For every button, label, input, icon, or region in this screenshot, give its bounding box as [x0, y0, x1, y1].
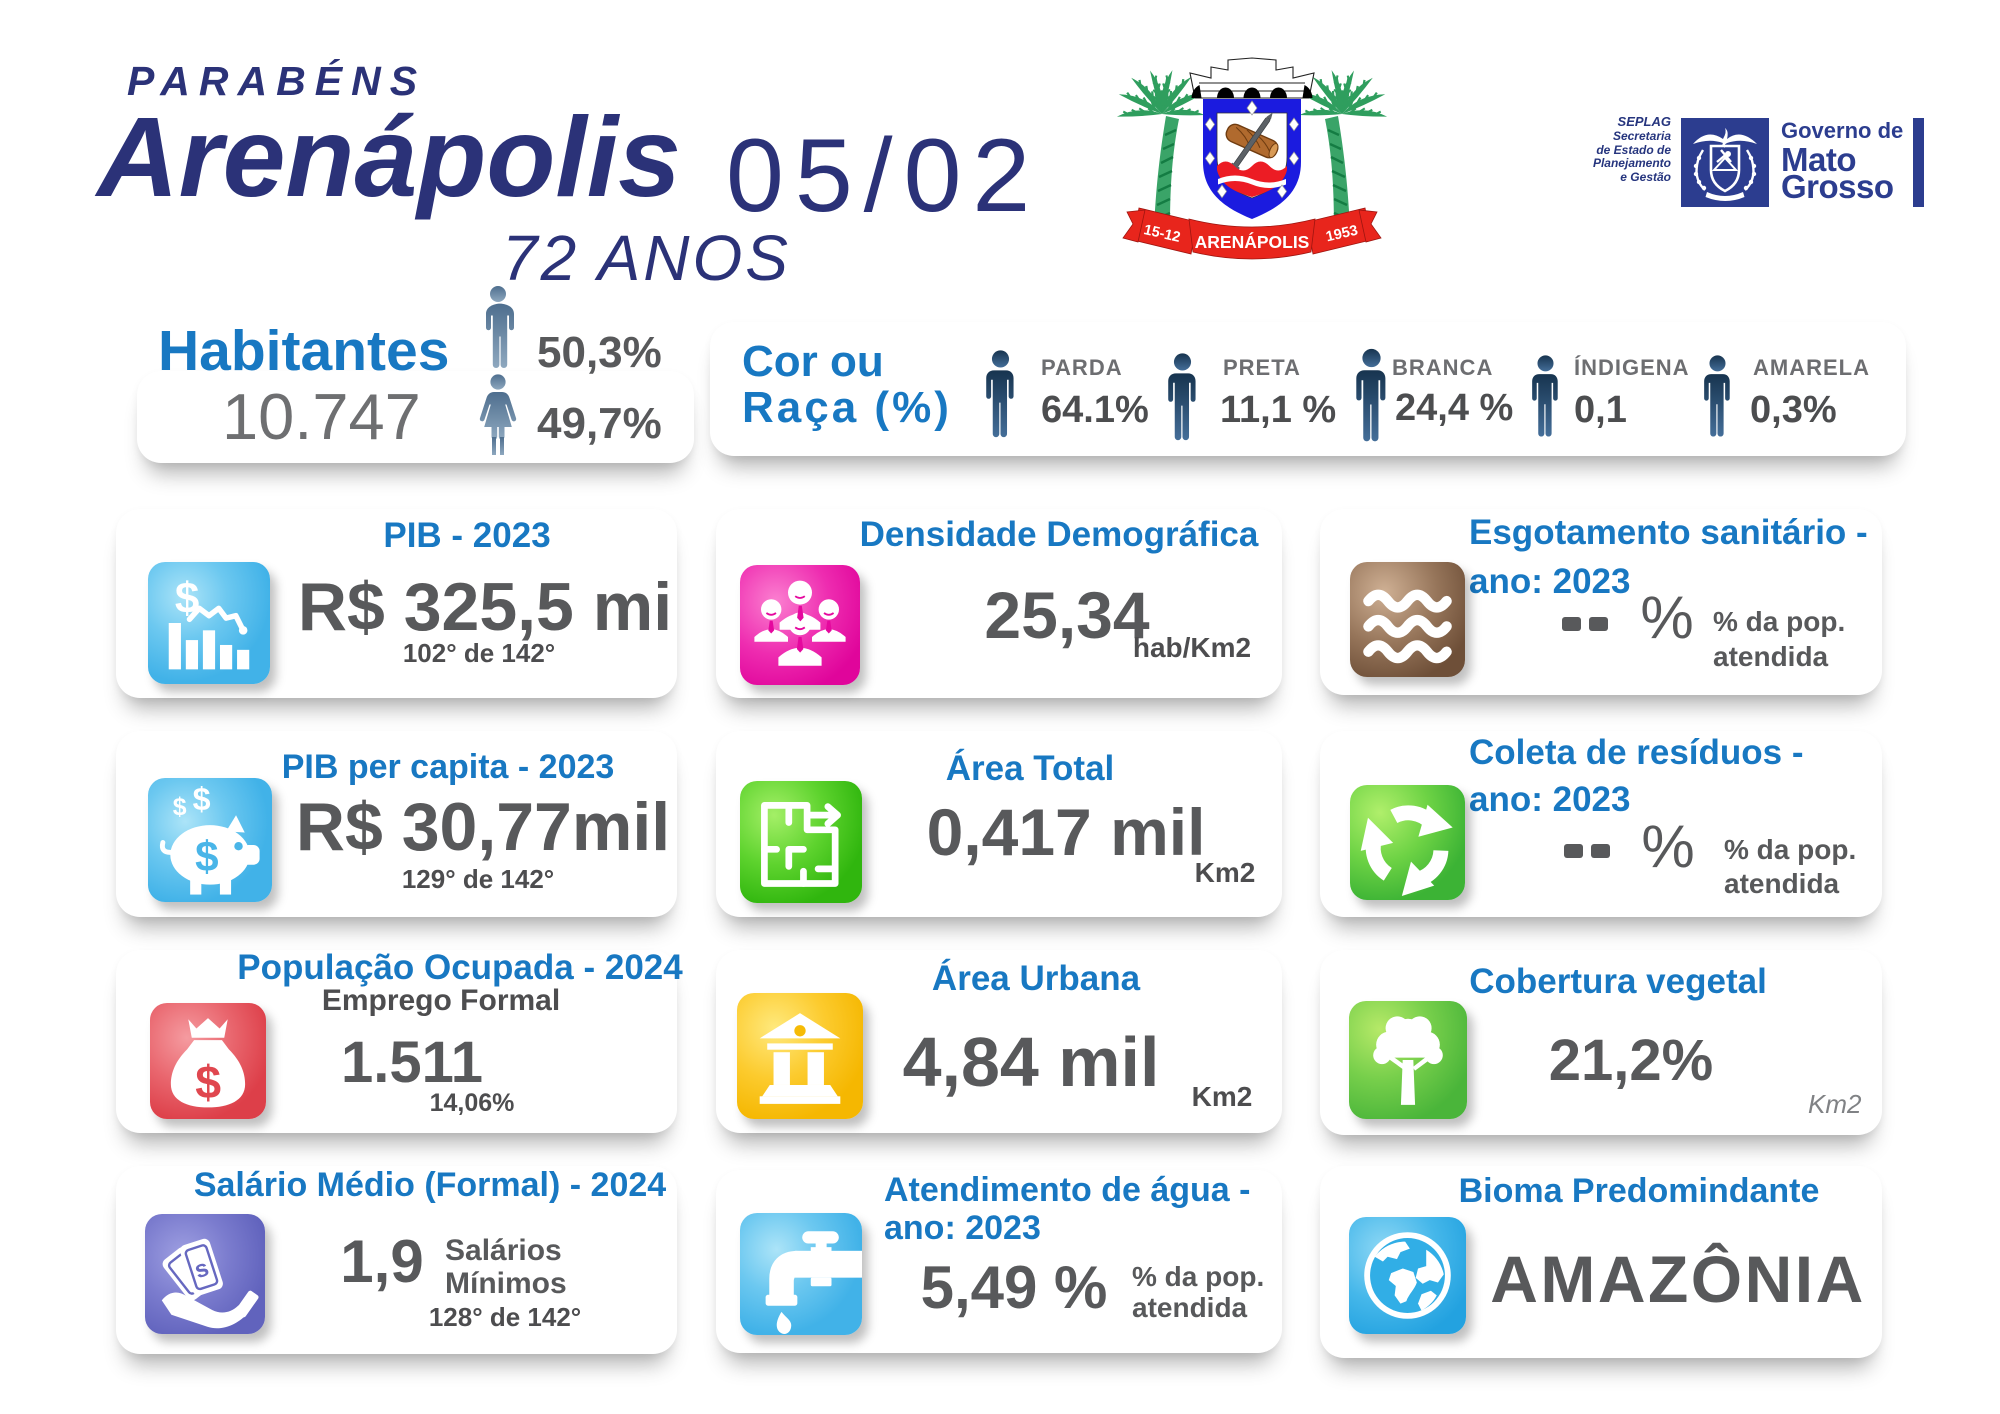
- svg-text:1953: 1953: [1324, 223, 1359, 246]
- svg-text:$: $: [173, 794, 187, 821]
- svg-text:$: $: [195, 833, 218, 880]
- svg-text:$: $: [193, 781, 211, 817]
- svg-text:ARENÁPOLIS: ARENÁPOLIS: [1195, 231, 1310, 252]
- svg-text:$: $: [195, 1056, 221, 1108]
